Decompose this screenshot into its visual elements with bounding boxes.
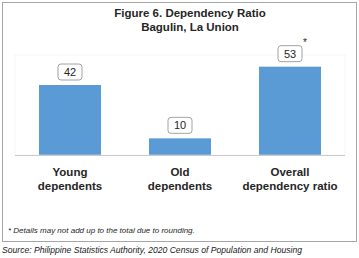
category-label: Overall dependency ratio [242, 166, 337, 192]
category-label: Old dependents [148, 166, 213, 192]
chart-root: Figure 6. Dependency Ratio Bagulin, La Un… [0, 0, 359, 258]
source-note: Source: Philippine Statistics Authority,… [2, 245, 302, 255]
data-label: 10 [174, 119, 186, 131]
data-label-number: 10 [174, 119, 186, 131]
category-label: Young dependents [38, 166, 103, 192]
plot-range-frame [15, 55, 345, 155]
data-label-mark: * [303, 37, 307, 48]
chart-subtitle: Bagulin, La Union [141, 21, 239, 33]
category-label-line: dependents [148, 180, 213, 192]
bar [259, 67, 321, 155]
category-label-line: dependency ratio [242, 180, 337, 192]
category-label-line: dependents [38, 180, 103, 192]
data-label: 42 [64, 66, 76, 78]
data-label-box [278, 46, 302, 62]
data-label-box [58, 64, 82, 80]
category-label-line: Overall [271, 166, 310, 178]
data-label-number: 53 [284, 48, 296, 60]
data-label-box [168, 117, 192, 133]
category-label-line: Young [53, 166, 88, 178]
bar [39, 85, 101, 155]
chart-frame [3, 3, 357, 242]
footnote: * Details may not add up to the total du… [8, 226, 195, 235]
category-label-line: Old [170, 166, 189, 178]
data-label-number: 42 [64, 66, 76, 78]
chart-title: Figure 6. Dependency Ratio [114, 7, 265, 19]
data-label: 53 * [284, 37, 307, 60]
bar [149, 138, 211, 155]
